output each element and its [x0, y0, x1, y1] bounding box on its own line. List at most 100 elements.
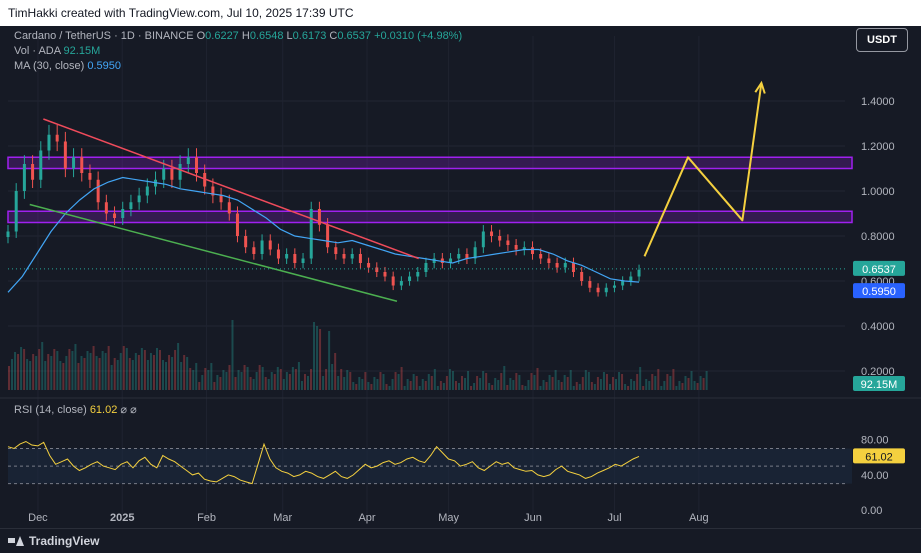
volume-bar — [479, 378, 482, 390]
volume-bar — [430, 376, 433, 390]
low-value: 0.6173 — [292, 30, 327, 42]
volume-bar — [418, 386, 421, 390]
volume-bar — [23, 349, 26, 390]
volume-bar — [675, 386, 678, 390]
volume-bar — [506, 385, 509, 390]
volume-bar — [207, 370, 210, 390]
volume-bar — [171, 357, 174, 390]
candle-body — [252, 247, 256, 254]
volume-bar — [696, 383, 699, 390]
volume-bar — [231, 320, 234, 390]
volume-bar — [297, 362, 300, 390]
volume-bar — [267, 379, 270, 390]
volume-bar — [237, 370, 240, 390]
candle-body — [473, 247, 477, 259]
candle-body — [342, 254, 346, 259]
volume-value: 92.15M — [63, 45, 101, 57]
candle-body — [367, 263, 371, 268]
candle-body — [629, 276, 633, 281]
price-axis-label: 0.2000 — [861, 366, 895, 378]
volume-bar — [137, 355, 140, 390]
open-label: O — [196, 30, 206, 42]
volume-legend: Vol · ADA 92.15M — [14, 45, 100, 57]
volume-bar — [548, 375, 551, 390]
volume-bar — [476, 376, 479, 390]
volume-bar — [334, 353, 337, 390]
volume-bar — [403, 386, 406, 390]
volume-bar — [288, 374, 291, 390]
volume-bar — [642, 386, 645, 390]
candle-body — [399, 281, 403, 286]
volume-bar — [639, 367, 642, 390]
volume-bar — [140, 348, 143, 390]
volume-bar — [276, 367, 279, 390]
candle-body — [604, 287, 608, 293]
current-price-tag-bg — [853, 260, 905, 276]
volume-bar — [572, 386, 575, 390]
volume-bar — [162, 360, 165, 390]
volume-bar — [687, 378, 690, 390]
volume-bar — [473, 383, 476, 390]
ma-value: 0.5950 — [87, 60, 122, 72]
hide-eye-icon[interactable]: ⌀ — [120, 404, 128, 416]
volume-bar — [358, 377, 361, 390]
volume-bar — [527, 380, 530, 390]
volume-bar — [168, 355, 171, 390]
volume-bar — [364, 372, 367, 390]
volume-bar — [246, 367, 249, 390]
volume-bar — [512, 380, 515, 390]
volume-bar — [397, 374, 400, 390]
candle-body — [260, 240, 264, 254]
volume-bar — [234, 377, 237, 390]
volume-bar — [361, 379, 364, 390]
volume-bar — [491, 385, 494, 390]
volume-bar — [192, 370, 195, 390]
candle-body — [506, 240, 510, 245]
volume-bar — [482, 371, 485, 390]
change-value: +0.0310 (+4.98%) — [374, 30, 463, 42]
volume-bar — [666, 374, 669, 390]
volume-bar — [104, 353, 107, 390]
volume-bar — [415, 376, 418, 390]
currency-button[interactable]: USDT — [856, 28, 908, 52]
candle-body — [514, 245, 518, 250]
volume-bar — [300, 381, 303, 390]
settings-icon[interactable]: ⌀ — [130, 404, 137, 416]
volume-bar — [421, 379, 424, 390]
volume-bar — [376, 379, 379, 390]
volume-tag: 92.15M — [861, 379, 898, 391]
candle-body — [547, 258, 551, 263]
volume-bar — [14, 352, 17, 390]
volume-bar — [282, 379, 285, 390]
volume-bar — [636, 374, 639, 390]
candle-body — [309, 209, 313, 259]
rsi-label: RSI (14, close) — [14, 404, 87, 416]
volume-bar — [68, 349, 71, 390]
candle-body — [63, 141, 67, 169]
volume-bar — [557, 380, 560, 390]
candle-body — [580, 272, 584, 281]
symbol-name: Cardano / TetherUS · 1D · BINANCE — [14, 30, 194, 42]
volume-bar — [542, 380, 545, 390]
rsi-line — [7, 440, 640, 485]
volume-bar — [65, 356, 68, 390]
volume-bar — [545, 382, 548, 390]
volume-bar — [279, 369, 282, 390]
price-chart-svg[interactable]: 0.20000.40000.60000.80001.00001.20001.40… — [0, 26, 921, 528]
volume-bar — [252, 379, 255, 390]
volume-bar — [152, 355, 155, 390]
volume-bar — [143, 350, 146, 390]
tradingview-logo[interactable]: TradingView — [0, 529, 99, 553]
volume-bar — [599, 379, 602, 390]
candle-body — [211, 186, 215, 196]
volume-bar — [454, 381, 457, 390]
volume-bar — [177, 343, 180, 390]
candle-body — [457, 254, 461, 259]
volume-bar — [669, 376, 672, 390]
volume-bar — [243, 365, 246, 390]
volume-bar — [593, 384, 596, 390]
volume-bar — [355, 384, 358, 390]
volume-bar — [316, 326, 319, 390]
rsi-current-tag: 61.02 — [865, 451, 893, 463]
chart-area[interactable]: 0.2000 0.4000 0.6000 0.8000 1.0000 1.2000 1.40… — [0, 26, 921, 528]
